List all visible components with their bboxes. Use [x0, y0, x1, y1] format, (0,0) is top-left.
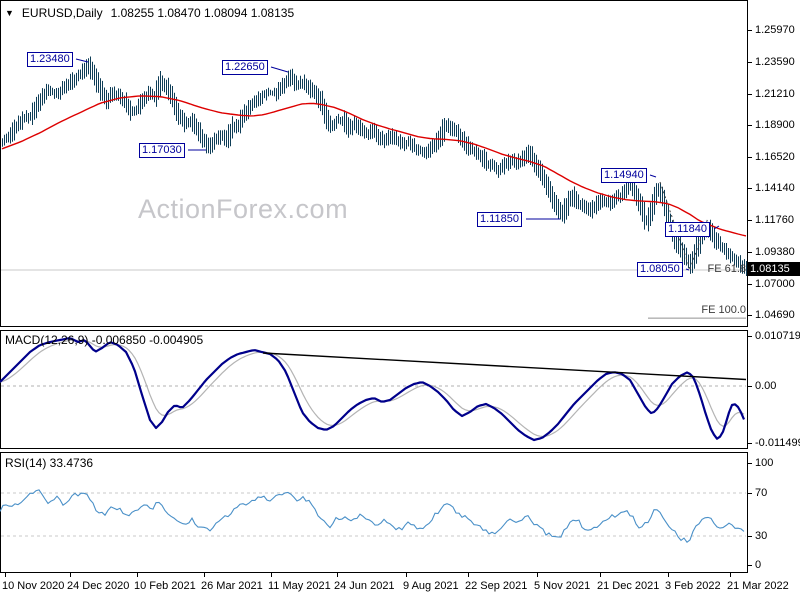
- x-axis-tick: [668, 573, 669, 577]
- y-axis-tick: [748, 284, 752, 285]
- y-axis-tick: [748, 443, 752, 444]
- price-flag[interactable]: 1.11850: [477, 212, 522, 227]
- y-axis-tick-label: 0.00: [755, 380, 777, 392]
- y-axis-tick: [748, 565, 752, 566]
- x-axis-date-label: 22 Sep 2021: [465, 580, 528, 592]
- y-axis-tick: [748, 62, 752, 63]
- y-axis-tick: [748, 315, 752, 316]
- x-axis-date-label: 11 May 2021: [268, 580, 331, 592]
- x-axis-tick: [537, 573, 538, 577]
- x-axis-date-label: 21 Mar 2022: [727, 580, 789, 592]
- y-axis-tick-label: 1.18900: [755, 119, 795, 131]
- price-panel[interactable]: ActionForex.com FE 61.8 FE 100.0 1.23480…: [0, 0, 748, 327]
- y-axis-tick: [748, 94, 752, 95]
- x-axis-tick: [137, 573, 138, 577]
- x-axis-date-label: 10 Feb 2021: [134, 580, 196, 592]
- y-axis-tick-label: 1.25970: [755, 24, 795, 36]
- y-axis-tick-label: -0.011499: [755, 437, 800, 449]
- price-chart-canvas[interactable]: [0, 0, 748, 327]
- x-axis-tick: [271, 573, 272, 577]
- x-axis-tick: [468, 573, 469, 577]
- y-axis-tick-label: 1.11760: [755, 214, 794, 226]
- chart-titlebar: ▼ EURUSD,Daily 1.08255 1.08470 1.08094 1…: [5, 6, 294, 20]
- x-axis-date-label: 10 Nov 2020: [2, 580, 65, 592]
- y-axis-tick: [748, 336, 752, 337]
- fib-100-label: FE 100.0: [701, 304, 746, 316]
- watermark: ActionForex.com: [138, 194, 349, 224]
- y-axis-tick: [748, 188, 752, 189]
- y-axis-tick: [748, 30, 752, 31]
- y-axis-tick-label: 100: [755, 457, 774, 469]
- price-flag[interactable]: 1.14940: [601, 168, 647, 183]
- x-axis-tick: [730, 573, 731, 577]
- macd-panel[interactable]: MACD(12,26,9) -0.006850 -0.004905: [0, 330, 748, 449]
- price-flag[interactable]: 1.22650: [222, 60, 268, 75]
- y-axis-tick: [748, 463, 752, 464]
- x-axis-date-label: 24 Dec 2020: [67, 580, 130, 592]
- macd-chart-canvas[interactable]: [0, 330, 748, 449]
- y-axis-tick: [748, 536, 752, 537]
- x-axis-tick: [406, 573, 407, 577]
- price-axis: 1.08135 1.25970 1.23590 1.21210 1.18900 1.16…: [748, 0, 800, 600]
- rsi-panel[interactable]: RSI(14) 33.4736: [0, 452, 748, 573]
- y-axis-tick-label: 1.07000: [755, 278, 795, 290]
- y-axis-tick: [748, 386, 752, 387]
- x-axis-tick: [5, 573, 6, 577]
- x-axis-date-label: 9 Aug 2021: [403, 580, 459, 592]
- price-flag[interactable]: 1.08050: [637, 262, 683, 277]
- y-axis-tick-label: 70: [755, 487, 768, 499]
- y-axis-tick-label: 30: [755, 530, 768, 542]
- rsi-chart-canvas[interactable]: [0, 452, 748, 573]
- last-price-tag: 1.08135: [748, 262, 800, 276]
- y-axis-tick-label: 1.23590: [755, 56, 795, 68]
- y-axis-tick-label: 1.09380: [755, 246, 795, 258]
- y-axis-tick-label: 1.21210: [755, 88, 795, 100]
- time-axis: 10 Nov 2020 24 Dec 2020 10 Feb 2021 26 Mar …: [0, 573, 789, 600]
- x-axis-date-label: 5 Nov 2021: [534, 580, 591, 592]
- x-axis-tick: [600, 573, 601, 577]
- macd-indicator-label: MACD(12,26,9) -0.006850 -0.004905: [5, 333, 204, 347]
- y-axis-tick-label: 0.010719: [755, 330, 800, 342]
- fib-618-label: FE 61.8: [707, 263, 746, 275]
- x-axis-date-label: 26 Mar 2021: [201, 580, 263, 592]
- x-axis-tick: [337, 573, 338, 577]
- price-flag[interactable]: 1.17030: [139, 143, 185, 158]
- price-flag[interactable]: 1.11840: [665, 222, 710, 237]
- y-axis-tick: [748, 125, 752, 126]
- symbol-title: EURUSD,Daily: [21, 6, 103, 20]
- y-axis-tick-label: 1.04690: [755, 309, 795, 321]
- y-axis-tick-label: 1.14140: [755, 182, 795, 194]
- x-axis-date-label: 21 Dec 2021: [597, 580, 660, 592]
- y-axis-tick: [748, 252, 752, 253]
- x-axis-date-label: 3 Feb 2022: [665, 580, 721, 592]
- y-axis-tick-label: 0: [755, 559, 762, 571]
- symbol-collapse-icon[interactable]: ▼: [5, 8, 14, 18]
- y-axis-tick: [748, 493, 752, 494]
- x-axis-date-label: 24 Jun 2021: [334, 580, 395, 592]
- ohlc-quote: 1.08255 1.08470 1.08094 1.08135: [110, 6, 295, 20]
- price-flag[interactable]: 1.23480: [27, 52, 73, 67]
- y-axis-tick: [748, 157, 752, 158]
- y-axis-tick-label: 1.16520: [755, 151, 795, 163]
- x-axis-tick: [70, 573, 71, 577]
- x-axis-tick: [204, 573, 205, 577]
- y-axis-tick: [748, 220, 752, 221]
- rsi-indicator-label: RSI(14) 33.4736: [5, 456, 94, 470]
